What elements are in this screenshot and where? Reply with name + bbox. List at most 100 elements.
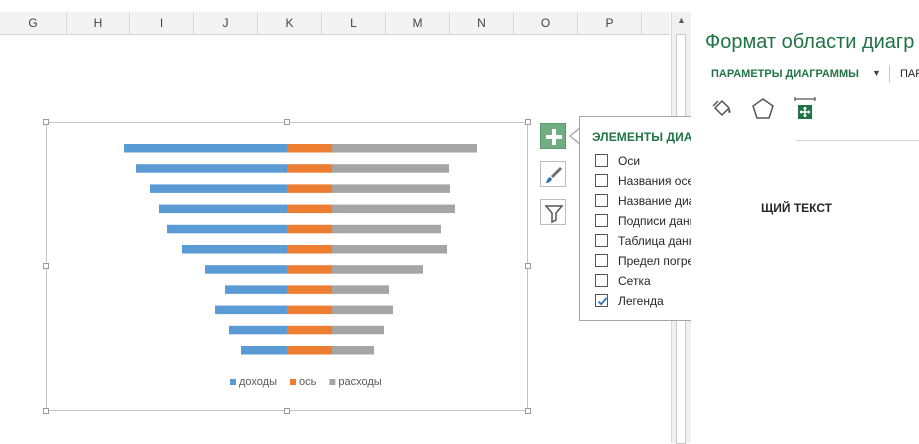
legend-swatch <box>230 379 236 385</box>
bar-axis[interactable] <box>287 184 332 193</box>
bar-income[interactable] <box>124 144 287 153</box>
popup-item-axes[interactable]: Оси <box>595 152 785 170</box>
resize-handle-nw[interactable] <box>43 119 49 125</box>
tab-text-options[interactable]: ПАР <box>900 68 919 80</box>
bar-axis[interactable] <box>287 245 332 254</box>
size-properties-icon[interactable] <box>792 96 818 122</box>
chart-filters-button[interactable] <box>540 199 566 225</box>
bar-expenses[interactable] <box>332 204 455 214</box>
resize-handle-s[interactable] <box>284 408 290 414</box>
legend-label[interactable]: доходы <box>239 376 277 388</box>
popup-item-label: Легенда <box>618 294 664 308</box>
column-header-j[interactable]: J <box>194 12 258 34</box>
pentagon-icon[interactable] <box>750 96 776 122</box>
bar-expenses[interactable] <box>332 144 477 153</box>
bar-income[interactable] <box>205 265 287 274</box>
column-header-m[interactable]: M <box>386 12 450 34</box>
chart-area[interactable]: доходы ось расходы <box>43 119 531 414</box>
bar-income[interactable] <box>229 325 287 335</box>
chart-plot: доходы ось расходы <box>124 144 477 388</box>
checkmark-icon <box>597 297 608 306</box>
bar-axis[interactable] <box>287 265 332 274</box>
checkbox[interactable] <box>595 154 608 167</box>
popup-item-data-table[interactable]: Таблица данных <box>595 232 785 250</box>
chart-elements-button[interactable] <box>540 123 566 149</box>
bar-income[interactable] <box>150 184 287 193</box>
filter-icon <box>544 205 564 224</box>
column-header-h[interactable]: H <box>67 12 130 34</box>
bar-axis[interactable] <box>287 285 332 294</box>
column-header: G H I J K L M N O P <box>0 12 670 35</box>
bar-expenses[interactable] <box>332 265 423 274</box>
bar-expenses[interactable] <box>332 305 393 315</box>
popup-item-gridlines[interactable]: Сетка <box>595 272 785 290</box>
column-header-o[interactable]: O <box>514 12 578 34</box>
checkbox[interactable] <box>595 234 608 247</box>
resize-handle-se[interactable] <box>525 408 531 414</box>
resize-handle-n[interactable] <box>284 119 290 125</box>
section-header-text[interactable]: ЩИЙ ТЕКСТ <box>761 201 833 215</box>
bar-income[interactable] <box>167 224 287 234</box>
checkbox[interactable] <box>595 214 608 227</box>
column-header-i[interactable]: I <box>130 12 194 34</box>
resize-handle-sw[interactable] <box>43 408 49 414</box>
format-chart-area-pane: Формат области диагр ПАРАМЕТРЫ ДИАГРАММЫ… <box>691 0 919 443</box>
bar-expenses[interactable] <box>332 184 450 193</box>
popup-item-label: Названия осей <box>618 174 701 188</box>
bar-expenses[interactable] <box>332 346 374 355</box>
resize-handle-ne[interactable] <box>525 119 531 125</box>
popup-item-label: Таблица данных <box>618 234 710 248</box>
pane-title: Формат области диагр <box>705 31 915 53</box>
column-header-l[interactable]: L <box>322 12 386 34</box>
bar-income[interactable] <box>215 305 287 315</box>
chart-styles-button[interactable] <box>540 161 566 187</box>
bar-axis[interactable] <box>287 164 332 173</box>
bar-income[interactable] <box>182 245 287 254</box>
popup-item-label: Оси <box>618 154 641 168</box>
bar-expenses[interactable] <box>332 325 384 335</box>
legend-label[interactable]: ось <box>299 376 317 388</box>
bar-expenses[interactable] <box>332 164 449 173</box>
checkbox[interactable] <box>595 254 608 267</box>
column-header-g[interactable]: G <box>0 12 67 34</box>
bar-axis[interactable] <box>287 144 332 153</box>
bar-axis[interactable] <box>287 346 332 355</box>
bar-income[interactable] <box>159 204 287 214</box>
plus-icon <box>546 129 562 145</box>
checkbox[interactable] <box>595 194 608 207</box>
bar-income[interactable] <box>136 164 287 173</box>
bar-axis[interactable] <box>287 305 332 315</box>
bar-axis[interactable] <box>287 325 332 335</box>
popup-item-axis-titles[interactable]: Названия осей <box>595 172 785 190</box>
bar-income[interactable] <box>225 285 287 294</box>
popup-pointer-fill <box>571 128 581 144</box>
paint-bucket-icon[interactable] <box>709 96 735 122</box>
column-header-k[interactable]: K <box>258 12 322 34</box>
chevron-down-icon[interactable]: ▼ <box>872 68 881 78</box>
bar-expenses[interactable] <box>332 285 389 294</box>
column-header-n[interactable]: N <box>450 12 514 34</box>
legend-label[interactable]: расходы <box>338 376 381 388</box>
checkbox[interactable] <box>595 174 608 187</box>
checkbox-checked[interactable] <box>595 294 608 307</box>
popup-item-data-labels[interactable]: Подписи данных <box>595 212 785 230</box>
tab-separator <box>889 65 890 83</box>
column-header-p[interactable]: P <box>578 12 642 34</box>
legend-swatch <box>290 379 296 385</box>
popup-item-legend[interactable]: Легенда <box>595 292 785 310</box>
scroll-up-icon[interactable]: ▲ <box>677 15 686 25</box>
resize-handle-e[interactable] <box>525 263 531 269</box>
checkbox[interactable] <box>595 274 608 287</box>
bar-axis[interactable] <box>287 204 332 214</box>
bar-income[interactable] <box>241 346 287 355</box>
popup-item-label: Подписи данных <box>618 214 711 228</box>
bar-expenses[interactable] <box>332 224 441 234</box>
bar-expenses[interactable] <box>332 245 447 254</box>
bar-axis[interactable] <box>287 224 332 234</box>
brush-icon <box>546 167 562 183</box>
popup-item-label: Сетка <box>618 274 651 288</box>
tab-chart-options[interactable]: ПАРАМЕТРЫ ДИАГРАММЫ <box>711 68 859 80</box>
pane-divider <box>796 140 919 141</box>
legend-swatch <box>329 379 336 385</box>
resize-handle-w[interactable] <box>43 263 49 269</box>
